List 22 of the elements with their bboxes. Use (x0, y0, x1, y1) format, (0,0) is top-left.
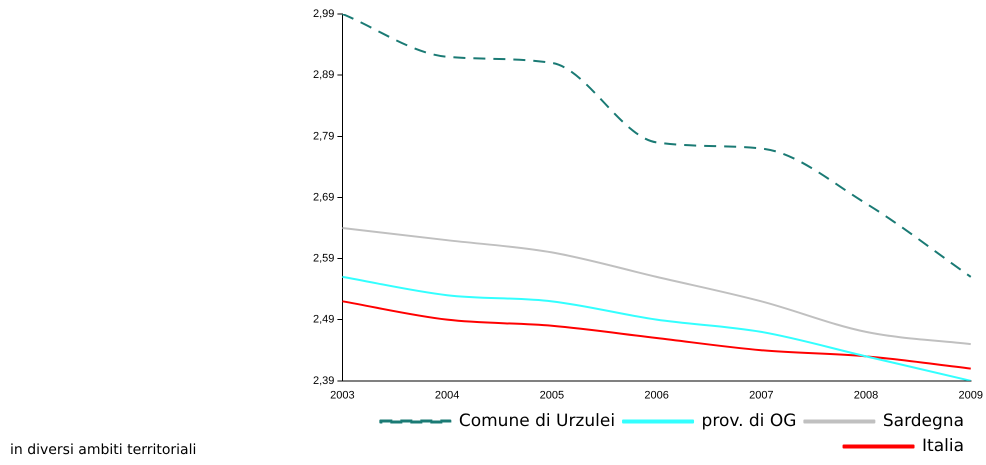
x-tick-label: 2008 (854, 389, 878, 402)
line-series (341, 14, 972, 278)
y-tick-label: 2,59 (312, 252, 334, 265)
legend-label: prov. di OG (702, 410, 796, 431)
y-tick-label: 2,69 (312, 191, 334, 204)
y-tick-label: 2,39 (312, 374, 334, 387)
y-tick-label: 2,79 (312, 130, 334, 142)
legend-label: Comune di Urzulei (458, 410, 616, 431)
y-tick-label: 2,89 (312, 69, 334, 82)
x-tick-label: 2003 (330, 389, 355, 402)
text: in diversi ambiti territoriali (10, 442, 196, 458)
y-tick-label: 2,99 (312, 8, 334, 20)
x-tick-label: 2009 (958, 389, 984, 402)
y-tick-label: 2,49 (312, 314, 334, 326)
x-tick-label: 2004 (434, 389, 460, 402)
x-tick-label: 2007 (749, 389, 774, 402)
x-tick-label: 2005 (540, 389, 564, 402)
x-tick-label: 2006 (644, 389, 669, 402)
legend-label: Sardegna (882, 410, 964, 431)
line-series (341, 226, 972, 346)
legend-label: Italia (922, 436, 964, 456)
line-series (341, 300, 972, 370)
